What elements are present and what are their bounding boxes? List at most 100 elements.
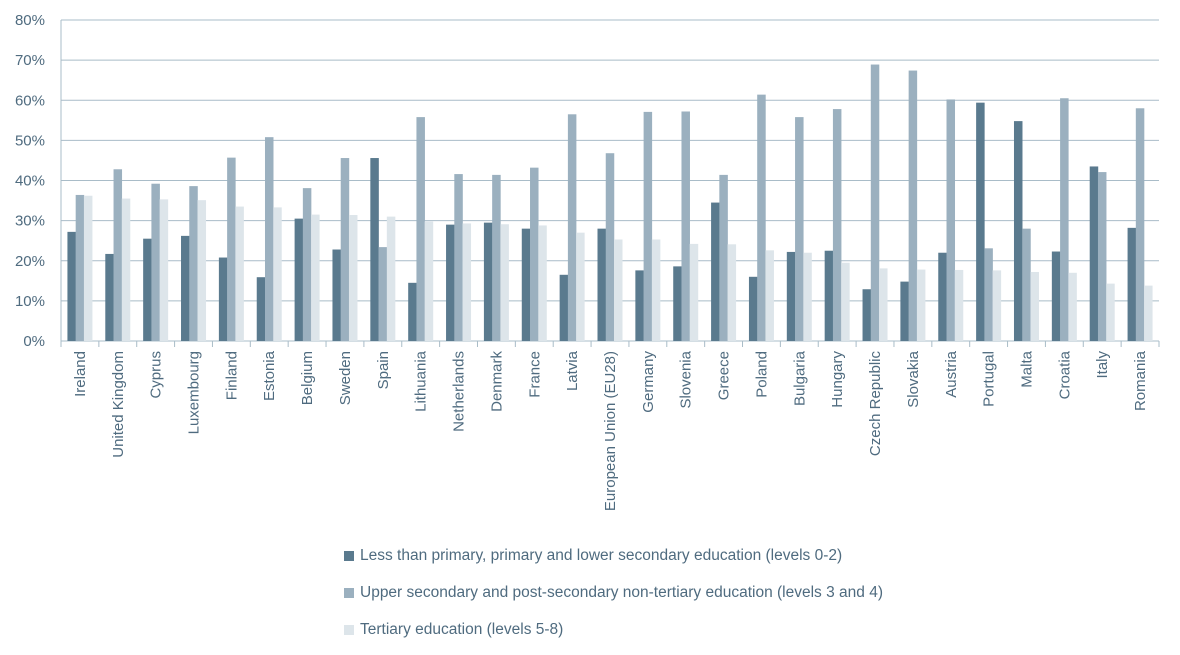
y-tick-label: 60%: [15, 92, 45, 109]
category-label: Italy: [1094, 351, 1111, 379]
category-label: France: [526, 351, 543, 398]
category-label: Lithuania: [413, 350, 430, 412]
bar-2: [643, 111, 653, 341]
bar-1: [521, 228, 531, 341]
category-label: Spain: [375, 351, 392, 389]
category-label: Poland: [753, 351, 770, 398]
bar-2: [492, 174, 501, 341]
bar-3: [235, 206, 244, 341]
bar-2: [567, 114, 577, 341]
y-tick-label: 50%: [15, 132, 45, 149]
y-tick-label: 80%: [15, 12, 45, 29]
category-label: Romania: [1132, 350, 1149, 411]
bar-2: [757, 94, 766, 341]
category-label: Czech Republic: [867, 351, 884, 457]
bar-1: [256, 277, 266, 341]
bar-2: [795, 117, 804, 341]
bar-3: [538, 225, 547, 341]
bar-2: [454, 174, 463, 341]
bar-2: [340, 158, 350, 341]
category-label: Latvia: [564, 350, 581, 391]
bar-2: [416, 117, 425, 341]
y-tick-label: 40%: [15, 173, 45, 190]
legend-item-upper-secondary: Upper secondary and post-secondary non-t…: [344, 574, 883, 611]
legend-swatch-upper-secondary: [344, 587, 354, 598]
y-tick-label: 20%: [15, 253, 45, 270]
bar-1: [181, 235, 190, 341]
bar-3: [765, 250, 774, 341]
category-label: Croatia: [1056, 350, 1073, 399]
bar-3: [386, 216, 396, 341]
bar-3: [348, 215, 358, 341]
legend: Less than primary, primary and lower sec…: [344, 537, 883, 648]
bar-2: [189, 186, 198, 341]
bar-2: [227, 157, 236, 341]
bar-3: [1144, 285, 1153, 341]
category-label: Slovenia: [678, 350, 695, 408]
category-label: Denmark: [488, 351, 505, 412]
bar-3: [500, 224, 509, 341]
bar-3: [651, 239, 661, 341]
bar-1: [294, 218, 304, 341]
bar-1: [483, 222, 493, 341]
category-label: Ireland: [72, 351, 89, 397]
bar-3: [727, 244, 737, 341]
bar-2: [946, 99, 956, 341]
bar-2: [113, 169, 123, 341]
bar-1: [900, 281, 909, 341]
bar-1: [1013, 121, 1023, 342]
bar-3: [311, 214, 320, 341]
bar-2: [719, 174, 728, 341]
category-label: Austria: [943, 350, 960, 397]
bar-2: [681, 111, 690, 341]
bar-1: [862, 289, 872, 341]
bar-2: [1097, 172, 1107, 341]
bar-1: [1051, 251, 1061, 341]
bar-2: [605, 153, 615, 341]
bar-2: [870, 64, 880, 341]
bar-2: [151, 183, 160, 341]
y-tick-label: 0%: [23, 333, 45, 350]
bar-1: [67, 231, 76, 341]
legend-item-lower-secondary: Less than primary, primary and lower sec…: [344, 537, 883, 574]
category-label: Slovakia: [905, 350, 922, 407]
bar-1: [748, 276, 758, 341]
bar-2: [302, 188, 312, 341]
legend-item-tertiary: Tertiary education (levels 5-8): [344, 611, 883, 648]
bar-2: [530, 167, 539, 341]
category-label: Sweden: [337, 351, 354, 405]
bar-1: [938, 252, 947, 341]
legend-swatch-lower-secondary: [344, 550, 354, 561]
category-label: Estonia: [261, 350, 278, 401]
bar-3: [1068, 272, 1077, 341]
bar-3: [83, 195, 93, 341]
bar-2: [832, 109, 842, 341]
bar-3: [121, 198, 131, 341]
bar-3: [424, 221, 434, 341]
bar-2: [984, 248, 993, 341]
bar-1: [635, 270, 644, 341]
bar-1: [446, 224, 455, 341]
bar-3: [1106, 283, 1115, 341]
bar-2: [1135, 108, 1145, 342]
bar-2: [378, 247, 388, 341]
y-tick-label: 70%: [15, 52, 45, 69]
bar-3: [576, 232, 585, 341]
bar-1: [976, 102, 985, 341]
category-label: Cyprus: [148, 351, 165, 399]
category-label: Hungary: [829, 351, 846, 408]
category-label: European Union (EU28): [602, 351, 619, 511]
bar-chart: 0% 10% 20% 30% 40% 50% 60% 70% 80% Ireland United …: [15, 12, 1160, 511]
category-label: Portugal: [981, 351, 998, 407]
bar-1: [218, 257, 228, 341]
bar-3: [1030, 271, 1039, 341]
category-label: Bulgaria: [791, 350, 808, 406]
bar-3: [916, 269, 926, 341]
bar-1: [143, 238, 152, 341]
bar-3: [197, 200, 207, 341]
bar-2: [908, 70, 918, 342]
category-label: Malta: [1018, 350, 1035, 387]
bar-1: [824, 250, 834, 341]
bar-3: [841, 262, 850, 341]
